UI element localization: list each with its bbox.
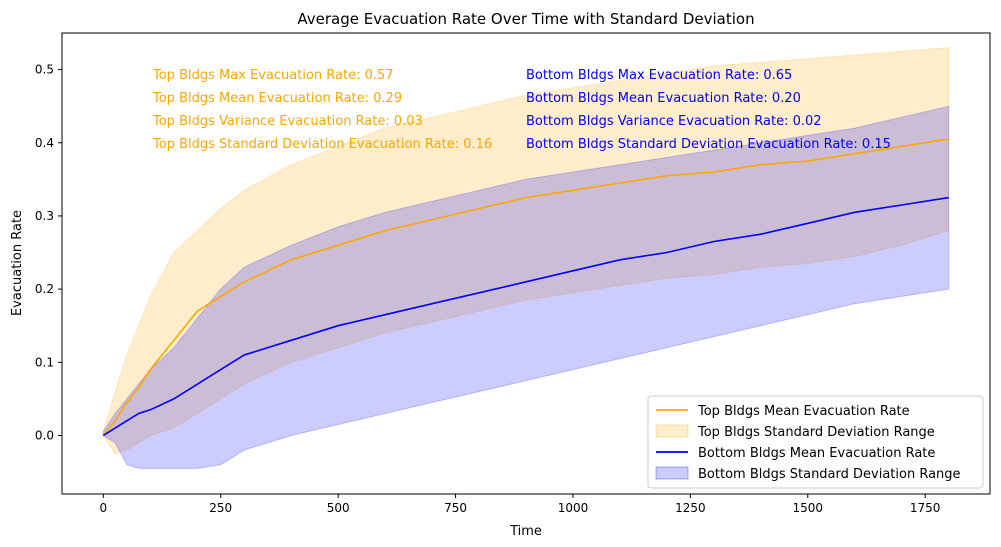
legend: Top Bldgs Mean Evacuation Rate Top Bldgs … — [647, 395, 984, 489]
chart-title: Average Evacuation Rate Over Time with S… — [297, 10, 754, 28]
y-tick-label: 0.4 — [35, 136, 54, 150]
x-axis-label: Time — [509, 524, 542, 539]
legend-entry-label: Bottom Bldgs Standard Deviation Range — [698, 467, 961, 482]
x-tick-label: 250 — [209, 501, 232, 515]
x-tick-label: 1000 — [558, 501, 589, 515]
y-axis-label: Evacuation Rate — [10, 210, 25, 316]
annotation-top-line: Top Bldgs Variance Evacuation Rate: 0.03 — [152, 114, 423, 129]
mean-line-bottom — [102, 196, 949, 437]
legend-entry-label: Top Bldgs Standard Deviation Range — [697, 425, 935, 440]
legend-entry-label: Bottom Bldgs Mean Evacuation Rate — [698, 446, 935, 461]
x-axis: 0 250 500 750 1000 1250 1500 1750 — [100, 494, 941, 515]
y-tick-label: 0.0 — [35, 428, 54, 442]
y-tick-label: 0.1 — [35, 355, 54, 369]
mean-lines — [102, 138, 949, 437]
legend-patch-swatch — [655, 424, 689, 438]
annotation-top-line: Top Bldgs Mean Evacuation Rate: 0.29 — [152, 91, 402, 106]
mean-line-top — [102, 138, 949, 437]
legend-box — [647, 395, 984, 489]
std-bands — [102, 47, 950, 469]
y-tick-label: 0.2 — [35, 282, 54, 296]
legend-patch-swatch — [655, 466, 689, 480]
x-tick-label: 1500 — [793, 501, 824, 515]
plot-frame — [61, 32, 991, 495]
plot-area: Top Bldgs Max Evacuation Rate: 0.57 Top B… — [102, 47, 950, 469]
x-tick-label: 750 — [444, 501, 467, 515]
x-tick-label: 1750 — [910, 501, 941, 515]
y-axis: 0.0 0.1 0.2 0.3 0.4 0.5 — [35, 63, 62, 442]
std-band-bottom — [102, 105, 950, 469]
legend-entry-label: Top Bldgs Mean Evacuation Rate — [697, 404, 910, 419]
x-tick-label: 500 — [327, 501, 350, 515]
annotation-bottom-line: Bottom Bldgs Variance Evacuation Rate: 0… — [526, 114, 822, 129]
y-tick-label: 0.3 — [35, 209, 54, 223]
annotation-top-line: Top Bldgs Max Evacuation Rate: 0.57 — [152, 68, 394, 83]
y-tick-label: 0.5 — [35, 63, 54, 77]
annotation-top-line: Top Bldgs Standard Deviation Evacuation … — [152, 137, 492, 152]
std-band-top — [102, 47, 950, 455]
annotation-bottom-line: Bottom Bldgs Max Evacuation Rate: 0.65 — [526, 68, 792, 83]
x-tick-label: 1250 — [675, 501, 706, 515]
x-tick-label: 0 — [100, 501, 108, 515]
stat-annotations: Top Bldgs Max Evacuation Rate: 0.57 Top B… — [152, 68, 891, 152]
annotation-bottom-line: Bottom Bldgs Standard Deviation Evacuati… — [526, 137, 891, 152]
annotation-bottom-line: Bottom Bldgs Mean Evacuation Rate: 0.20 — [526, 91, 801, 106]
